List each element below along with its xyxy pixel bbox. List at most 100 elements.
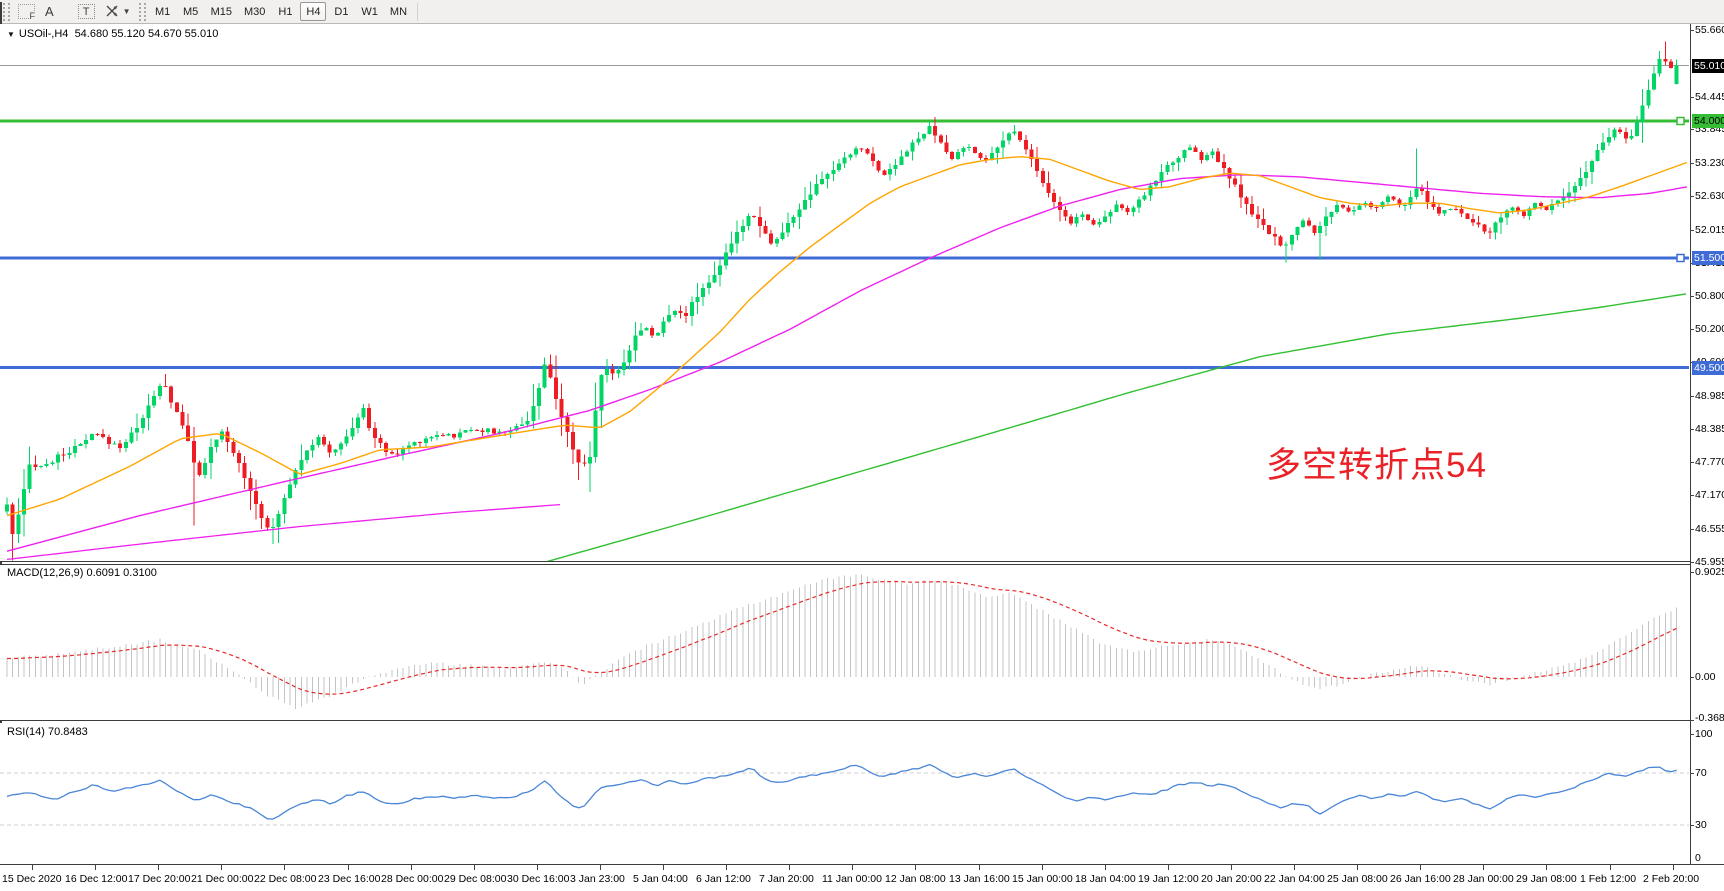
time-axis-label: 28 Dec 00:00	[381, 873, 444, 885]
axis-tick	[1690, 773, 1694, 774]
price-axis-label: 53.230	[1695, 157, 1724, 170]
price-axis[interactable]: 55.66054.44553.84553.23052.63052.01551.4…	[1690, 24, 1724, 865]
symbol-label: USOil-,H4	[18, 28, 69, 40]
timeframe-button-h1[interactable]: H1	[278, 5, 293, 18]
timeframe-toolbar-grip[interactable]	[138, 2, 146, 21]
timeframe-button-mn[interactable]: MN	[389, 5, 408, 18]
time-axis-label: 16 Dec 12:00	[65, 873, 128, 885]
time-axis-label: 15 Jan 00:00	[1012, 873, 1073, 885]
f-label: F	[28, 11, 35, 21]
price-axis-label: 48.385	[1695, 422, 1724, 435]
time-axis-label: 21 Dec 00:00	[191, 873, 254, 885]
rsi-axis-label: 100	[1695, 728, 1713, 740]
time-axis-label: 17 Dec 20:00	[128, 873, 191, 885]
rsi-plot[interactable]	[0, 723, 1690, 864]
time-tick	[284, 865, 285, 870]
time-tick	[663, 865, 664, 870]
time-axis-label: 30 Dec 16:00	[507, 873, 570, 885]
price-badge-55.010: 55.010	[1692, 58, 1724, 73]
axis-tick	[1690, 572, 1694, 573]
timeframe-group: M1 M5 M15 M30 H1 H4 D1 W1 MN	[149, 2, 413, 21]
timeframe-button-m5[interactable]: M5	[182, 5, 199, 18]
price-axis-label: 50.200	[1695, 323, 1724, 336]
time-tick	[1168, 865, 1169, 870]
timeframe-button-d1[interactable]: D1	[334, 5, 349, 18]
axis-tick	[1690, 462, 1694, 463]
main-macd-splitter-top[interactable]	[0, 561, 1690, 562]
main-chart-canvas[interactable]	[0, 24, 1690, 561]
time-axis-label: 11 Jan 00:00	[822, 873, 882, 885]
price-badge-54.000: 54.000	[1692, 114, 1724, 128]
time-tick	[979, 865, 980, 870]
macd-label: MACD(12,26,9) 0.6091 0.3100	[7, 567, 157, 579]
macd-axis-label: -0.3688	[1695, 712, 1724, 724]
text-box-tool-button[interactable]: T	[73, 2, 100, 22]
chart-annotation-text[interactable]: 多空转折点54	[1266, 446, 1487, 485]
toolbar-separator	[417, 2, 419, 21]
time-axis-label: 25 Jan 08:00	[1327, 873, 1388, 885]
text-label-tool-button[interactable]: A	[40, 2, 59, 22]
price-axis-label: 46.555	[1695, 522, 1724, 535]
timeframe-button-h4[interactable]: H4	[300, 2, 327, 21]
dotted-box-icon: F	[18, 4, 35, 21]
main-chart-plot[interactable]	[0, 24, 1690, 561]
axis-tick	[1690, 864, 1694, 865]
rsi-axis-label: 70	[1695, 767, 1707, 779]
axis-tick	[1690, 495, 1694, 496]
axis-tick	[1690, 329, 1694, 330]
main-macd-splitter-bottom[interactable]	[0, 564, 1690, 565]
time-tick	[32, 865, 33, 870]
time-axis-label: 3 Jan 23:00	[570, 873, 625, 885]
timeframe-button-m1[interactable]: M1	[154, 5, 171, 18]
time-axis-label: 6 Jan 12:00	[696, 873, 751, 885]
macd-axis-label: 0.00	[1695, 671, 1716, 683]
rsi-label: RSI(14) 70.8483	[7, 726, 88, 738]
time-tick	[348, 865, 349, 870]
time-axis-label: 22 Dec 08:00	[254, 873, 317, 885]
timeframe-button-m15[interactable]: M15	[210, 5, 232, 18]
letter-a-icon: A	[45, 4, 54, 19]
macd-plot[interactable]	[0, 565, 1690, 720]
price-axis-label: 47.170	[1695, 489, 1724, 502]
axis-tick	[1690, 825, 1694, 826]
time-axis-label: 13 Jan 16:00	[949, 873, 1010, 885]
rsi-axis-label: 0	[1695, 852, 1701, 864]
axis-tick	[1690, 129, 1694, 130]
rsi-canvas[interactable]	[0, 723, 1690, 864]
time-axis-label: 2 Feb 20:00	[1643, 873, 1700, 885]
time-axis-label: 29 Dec 08:00	[444, 873, 507, 885]
axis-tick	[1690, 163, 1694, 164]
price-badge-51.500: 51.500	[1692, 251, 1724, 265]
time-tick	[1420, 865, 1421, 870]
symbol-dropdown-icon[interactable]: ▼	[7, 30, 15, 39]
price-axis-label: 52.015	[1695, 223, 1724, 236]
time-tick	[95, 865, 96, 870]
chart-title: ▼ USOil-,H4 54.680 55.120 54.670 55.010	[7, 28, 218, 40]
macd-rsi-splitter-top[interactable]	[0, 720, 1690, 721]
macd-canvas[interactable]	[0, 565, 1690, 720]
time-axis-label: 23 Dec 16:00	[318, 873, 381, 885]
time-axis-label: 15 Dec 2020	[2, 873, 62, 885]
diagonal-arrows-icon	[106, 5, 118, 17]
time-axis-label: 20 Jan 20:00	[1201, 873, 1262, 885]
time-tick	[852, 865, 853, 870]
time-axis-label: 22 Jan 04:00	[1264, 873, 1325, 885]
timeframe-button-w1[interactable]: W1	[361, 5, 378, 18]
time-axis-label: 19 Jan 12:00	[1138, 873, 1199, 885]
time-axis[interactable]: 15 Dec 2020 16 Dec 12:00 17 Dec 20:00 21 De…	[0, 864, 1724, 891]
crosshair-tool-button[interactable]: F	[13, 2, 40, 22]
time-axis-label: 18 Jan 04:00	[1075, 873, 1136, 885]
diagonal-arrows-tool-button[interactable]: ▼	[100, 2, 136, 22]
axis-tick	[1690, 30, 1694, 31]
toolbar-grip[interactable]	[3, 2, 10, 21]
axis-tick	[1690, 196, 1694, 197]
axis-tick	[1690, 720, 1694, 721]
axis-tick	[1690, 230, 1694, 231]
time-axis-label: 29 Jan 08:00	[1516, 873, 1577, 885]
timeframe-button-m30[interactable]: M30	[244, 5, 266, 18]
time-tick	[158, 865, 159, 870]
time-tick	[1357, 865, 1358, 870]
time-tick	[411, 865, 412, 870]
time-axis-label: 7 Jan 20:00	[759, 873, 814, 885]
